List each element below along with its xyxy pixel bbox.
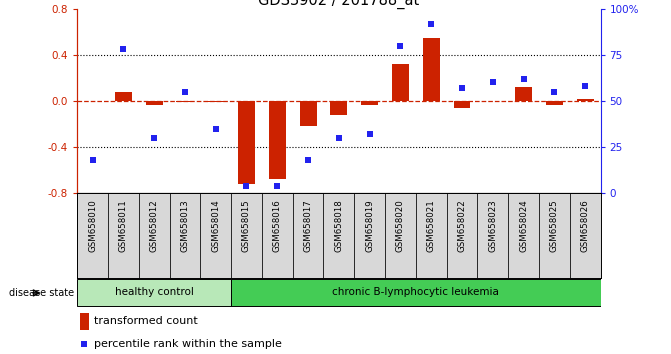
Text: GSM658020: GSM658020 <box>396 200 405 252</box>
Bar <box>80 313 89 330</box>
Text: disease state: disease state <box>9 288 74 298</box>
Bar <box>115 92 132 101</box>
Bar <box>201 193 231 278</box>
Bar <box>108 193 139 278</box>
Text: GSM658022: GSM658022 <box>458 200 466 252</box>
Text: GSM658013: GSM658013 <box>180 200 189 252</box>
Bar <box>546 101 563 105</box>
Point <box>118 46 129 52</box>
Point <box>149 135 160 141</box>
Text: GSM658010: GSM658010 <box>88 200 97 252</box>
Text: GSM658025: GSM658025 <box>550 200 559 252</box>
Text: GSM658019: GSM658019 <box>365 200 374 252</box>
Bar <box>231 193 262 278</box>
Bar <box>330 101 348 115</box>
Text: GSM658012: GSM658012 <box>150 200 158 252</box>
Bar <box>508 193 539 278</box>
Point <box>457 85 468 91</box>
Bar <box>416 193 447 278</box>
Bar <box>385 193 416 278</box>
Point <box>241 183 252 188</box>
Point <box>303 157 313 162</box>
Point <box>210 126 221 131</box>
Bar <box>477 193 508 278</box>
Bar <box>176 101 193 102</box>
Bar <box>146 101 162 105</box>
Point <box>487 80 498 85</box>
Text: GSM658015: GSM658015 <box>242 200 251 252</box>
Bar <box>77 193 108 278</box>
Bar <box>238 101 255 184</box>
Bar <box>361 101 378 105</box>
Point <box>549 89 560 95</box>
Title: GDS3902 / 201788_at: GDS3902 / 201788_at <box>258 0 419 9</box>
Text: chronic B-lymphocytic leukemia: chronic B-lymphocytic leukemia <box>332 287 499 297</box>
Point <box>518 76 529 82</box>
Point <box>333 135 344 141</box>
Text: percentile rank within the sample: percentile rank within the sample <box>95 339 282 349</box>
Point <box>395 43 406 48</box>
Bar <box>423 38 440 101</box>
Bar <box>231 279 601 307</box>
Point <box>364 131 375 137</box>
Point <box>79 341 90 347</box>
Text: GSM658021: GSM658021 <box>427 200 435 252</box>
Bar <box>392 64 409 101</box>
Bar <box>269 101 286 179</box>
Bar <box>570 193 601 278</box>
Text: GSM658026: GSM658026 <box>580 200 590 252</box>
Bar <box>515 87 532 101</box>
Text: transformed count: transformed count <box>95 316 198 326</box>
Bar <box>262 193 293 278</box>
Bar <box>354 193 385 278</box>
Bar <box>323 193 354 278</box>
Point <box>87 157 98 162</box>
Bar <box>170 193 201 278</box>
Bar <box>576 98 594 101</box>
Text: GSM658014: GSM658014 <box>211 200 220 252</box>
Text: GSM658024: GSM658024 <box>519 200 528 252</box>
Bar <box>454 101 470 108</box>
Text: healthy control: healthy control <box>115 287 193 297</box>
Text: GSM658017: GSM658017 <box>303 200 313 252</box>
Point <box>180 89 191 95</box>
Bar <box>77 279 231 307</box>
Text: GSM658018: GSM658018 <box>334 200 344 252</box>
Text: GSM658016: GSM658016 <box>273 200 282 252</box>
Point <box>580 83 590 89</box>
Point <box>272 183 282 188</box>
Text: GSM658011: GSM658011 <box>119 200 128 252</box>
Bar <box>299 101 317 126</box>
Bar <box>139 193 170 278</box>
Bar <box>207 101 224 102</box>
Text: GSM658023: GSM658023 <box>488 200 497 252</box>
Bar <box>293 193 323 278</box>
Bar <box>539 193 570 278</box>
Bar <box>447 193 477 278</box>
Point <box>426 21 437 27</box>
